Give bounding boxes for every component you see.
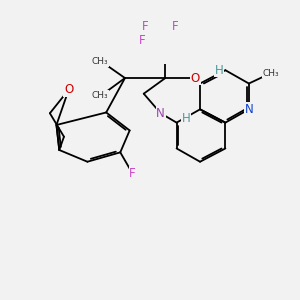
Text: F: F [171, 20, 178, 33]
Text: F: F [129, 167, 136, 180]
Text: CH₃: CH₃ [92, 91, 108, 100]
Text: N: N [244, 103, 253, 116]
Text: F: F [139, 34, 145, 47]
Text: H: H [182, 112, 190, 125]
Text: CH₃: CH₃ [92, 57, 108, 66]
Text: O: O [64, 83, 73, 96]
Text: H: H [214, 64, 223, 77]
Text: F: F [142, 20, 149, 33]
Text: N: N [156, 107, 165, 120]
Text: O: O [191, 71, 200, 85]
Text: CH₃: CH₃ [262, 69, 279, 78]
